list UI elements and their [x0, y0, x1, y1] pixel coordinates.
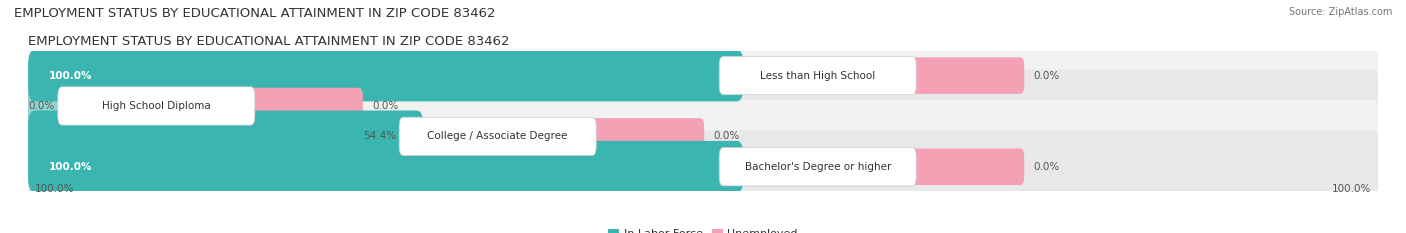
FancyBboxPatch shape: [24, 69, 1382, 142]
FancyBboxPatch shape: [908, 57, 1024, 94]
Text: 0.0%: 0.0%: [1033, 71, 1060, 81]
FancyBboxPatch shape: [24, 130, 1382, 203]
FancyBboxPatch shape: [399, 117, 596, 155]
Text: 100.0%: 100.0%: [48, 71, 91, 81]
FancyBboxPatch shape: [24, 100, 1382, 173]
Text: College / Associate Degree: College / Associate Degree: [427, 131, 568, 141]
Text: 100.0%: 100.0%: [48, 162, 91, 172]
Text: 0.0%: 0.0%: [714, 131, 740, 141]
FancyBboxPatch shape: [720, 56, 917, 95]
Text: Less than High School: Less than High School: [761, 71, 876, 81]
Text: 100.0%: 100.0%: [1331, 184, 1371, 194]
FancyBboxPatch shape: [58, 87, 254, 125]
FancyBboxPatch shape: [720, 147, 917, 186]
Text: High School Diploma: High School Diploma: [103, 101, 211, 111]
FancyBboxPatch shape: [24, 39, 1382, 112]
FancyBboxPatch shape: [28, 110, 423, 162]
FancyBboxPatch shape: [908, 148, 1024, 185]
FancyBboxPatch shape: [247, 88, 363, 124]
Text: 100.0%: 100.0%: [35, 184, 75, 194]
FancyBboxPatch shape: [28, 141, 744, 193]
FancyBboxPatch shape: [24, 86, 86, 126]
FancyBboxPatch shape: [588, 118, 704, 154]
Text: EMPLOYMENT STATUS BY EDUCATIONAL ATTAINMENT IN ZIP CODE 83462: EMPLOYMENT STATUS BY EDUCATIONAL ATTAINM…: [14, 7, 495, 20]
Text: EMPLOYMENT STATUS BY EDUCATIONAL ATTAINMENT IN ZIP CODE 83462: EMPLOYMENT STATUS BY EDUCATIONAL ATTAINM…: [28, 35, 509, 48]
Text: 0.0%: 0.0%: [30, 101, 55, 111]
FancyBboxPatch shape: [28, 50, 744, 101]
Text: 0.0%: 0.0%: [373, 101, 398, 111]
Text: 0.0%: 0.0%: [1033, 162, 1060, 172]
Text: Source: ZipAtlas.com: Source: ZipAtlas.com: [1288, 7, 1392, 17]
Legend: In Labor Force, Unemployed: In Labor Force, Unemployed: [609, 229, 797, 233]
Text: Bachelor's Degree or higher: Bachelor's Degree or higher: [745, 162, 891, 172]
Text: 54.4%: 54.4%: [363, 131, 396, 141]
